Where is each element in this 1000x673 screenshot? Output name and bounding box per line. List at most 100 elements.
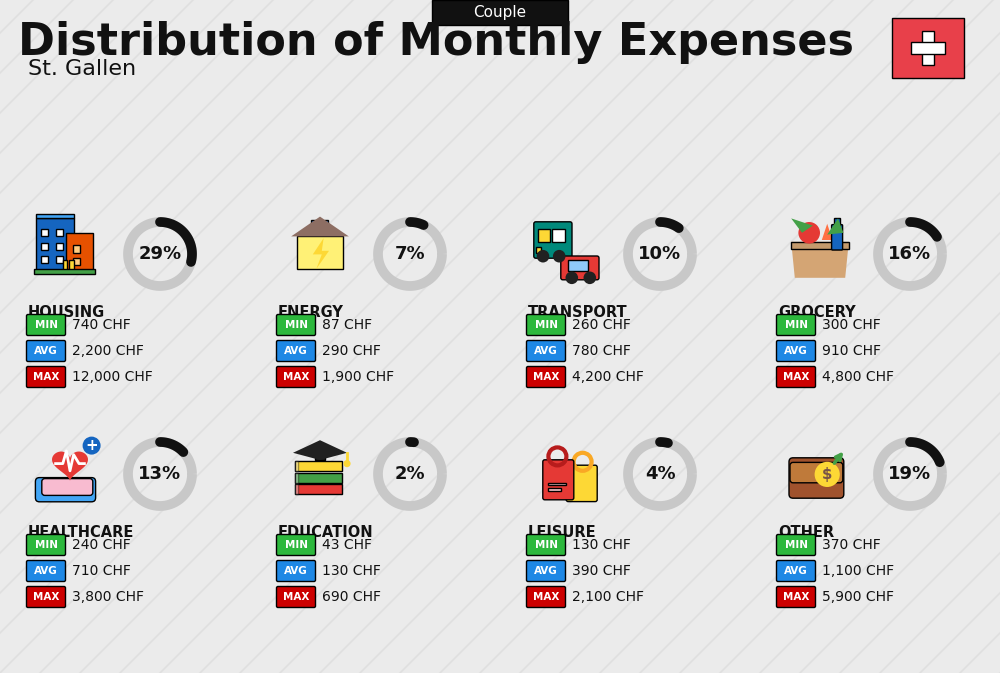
FancyBboxPatch shape — [922, 31, 934, 65]
FancyBboxPatch shape — [534, 222, 572, 258]
Text: 130 CHF: 130 CHF — [322, 564, 381, 578]
FancyBboxPatch shape — [56, 229, 63, 236]
FancyBboxPatch shape — [73, 258, 80, 265]
FancyBboxPatch shape — [42, 479, 93, 495]
Text: 3,800 CHF: 3,800 CHF — [72, 590, 144, 604]
Text: 4,200 CHF: 4,200 CHF — [572, 370, 644, 384]
Text: MIN: MIN — [534, 320, 558, 330]
Text: 4%: 4% — [645, 465, 675, 483]
Text: TRANSPORT: TRANSPORT — [528, 305, 628, 320]
FancyBboxPatch shape — [526, 341, 566, 361]
Circle shape — [566, 271, 578, 284]
FancyBboxPatch shape — [276, 367, 316, 388]
Polygon shape — [291, 217, 349, 236]
FancyBboxPatch shape — [776, 561, 816, 581]
Text: MAX: MAX — [533, 592, 559, 602]
FancyBboxPatch shape — [790, 462, 843, 483]
Text: 910 CHF: 910 CHF — [822, 344, 881, 358]
Text: 2,200 CHF: 2,200 CHF — [72, 344, 144, 358]
Text: EDUCATION: EDUCATION — [278, 525, 374, 540]
Polygon shape — [313, 238, 329, 269]
FancyBboxPatch shape — [73, 246, 80, 252]
Polygon shape — [791, 242, 849, 278]
Text: +: + — [85, 438, 98, 453]
FancyBboxPatch shape — [56, 256, 63, 263]
Text: 390 CHF: 390 CHF — [572, 564, 631, 578]
FancyBboxPatch shape — [295, 485, 298, 494]
FancyBboxPatch shape — [35, 478, 96, 502]
Text: St. Gallen: St. Gallen — [28, 59, 136, 79]
Text: 12,000 CHF: 12,000 CHF — [72, 370, 153, 384]
FancyBboxPatch shape — [548, 488, 561, 491]
FancyBboxPatch shape — [315, 448, 325, 460]
FancyBboxPatch shape — [548, 483, 566, 485]
FancyBboxPatch shape — [776, 341, 816, 361]
Text: 10%: 10% — [638, 245, 682, 263]
Text: AVG: AVG — [34, 566, 58, 576]
Text: Couple: Couple — [473, 5, 527, 20]
Text: AVG: AVG — [534, 346, 558, 356]
Text: 780 CHF: 780 CHF — [572, 344, 631, 358]
Text: 2%: 2% — [395, 465, 425, 483]
FancyBboxPatch shape — [26, 341, 66, 361]
FancyBboxPatch shape — [295, 461, 342, 471]
Text: 1,900 CHF: 1,900 CHF — [322, 370, 394, 384]
Text: 87 CHF: 87 CHF — [322, 318, 372, 332]
FancyBboxPatch shape — [295, 461, 298, 471]
Text: MIN: MIN — [34, 320, 58, 330]
Text: 740 CHF: 740 CHF — [72, 318, 131, 332]
FancyBboxPatch shape — [41, 229, 48, 236]
FancyBboxPatch shape — [36, 219, 74, 271]
Text: 7%: 7% — [395, 245, 425, 263]
Text: AVG: AVG — [534, 566, 558, 576]
Text: MIN: MIN — [534, 540, 558, 550]
FancyBboxPatch shape — [324, 220, 328, 233]
FancyBboxPatch shape — [276, 314, 316, 336]
Text: 43 CHF: 43 CHF — [322, 538, 372, 552]
FancyBboxPatch shape — [568, 260, 588, 271]
Circle shape — [584, 271, 596, 284]
Text: 16%: 16% — [888, 245, 932, 263]
Text: MAX: MAX — [33, 592, 59, 602]
Text: OTHER: OTHER — [778, 525, 834, 540]
Text: MAX: MAX — [783, 592, 809, 602]
FancyBboxPatch shape — [66, 233, 93, 271]
Text: HEALTHCARE: HEALTHCARE — [28, 525, 134, 540]
Text: 260 CHF: 260 CHF — [572, 318, 631, 332]
FancyBboxPatch shape — [41, 243, 48, 250]
Text: 13%: 13% — [138, 465, 182, 483]
FancyBboxPatch shape — [538, 229, 550, 242]
Text: AVG: AVG — [784, 566, 808, 576]
Circle shape — [798, 222, 820, 244]
FancyBboxPatch shape — [526, 314, 566, 336]
Polygon shape — [293, 440, 347, 460]
FancyBboxPatch shape — [526, 367, 566, 388]
FancyBboxPatch shape — [432, 0, 568, 25]
FancyBboxPatch shape — [834, 219, 840, 225]
Circle shape — [815, 462, 840, 487]
FancyBboxPatch shape — [69, 260, 74, 271]
Text: 370 CHF: 370 CHF — [822, 538, 881, 552]
FancyBboxPatch shape — [552, 229, 565, 242]
Text: 1,100 CHF: 1,100 CHF — [822, 564, 894, 578]
Text: ENERGY: ENERGY — [278, 305, 344, 320]
FancyBboxPatch shape — [295, 472, 342, 483]
FancyBboxPatch shape — [776, 586, 816, 608]
Text: MAX: MAX — [283, 372, 309, 382]
FancyBboxPatch shape — [892, 18, 964, 78]
FancyBboxPatch shape — [832, 225, 843, 250]
Text: 300 CHF: 300 CHF — [822, 318, 881, 332]
FancyBboxPatch shape — [776, 367, 816, 388]
FancyBboxPatch shape — [36, 214, 74, 219]
FancyBboxPatch shape — [526, 561, 566, 581]
Text: MAX: MAX — [533, 372, 559, 382]
Text: 130 CHF: 130 CHF — [572, 538, 631, 552]
Text: GROCERY: GROCERY — [778, 305, 856, 320]
FancyBboxPatch shape — [297, 236, 343, 269]
Text: MIN: MIN — [285, 320, 308, 330]
Text: MAX: MAX — [33, 372, 59, 382]
Text: AVG: AVG — [34, 346, 58, 356]
FancyBboxPatch shape — [776, 534, 816, 555]
FancyBboxPatch shape — [276, 561, 316, 581]
FancyBboxPatch shape — [911, 42, 945, 54]
